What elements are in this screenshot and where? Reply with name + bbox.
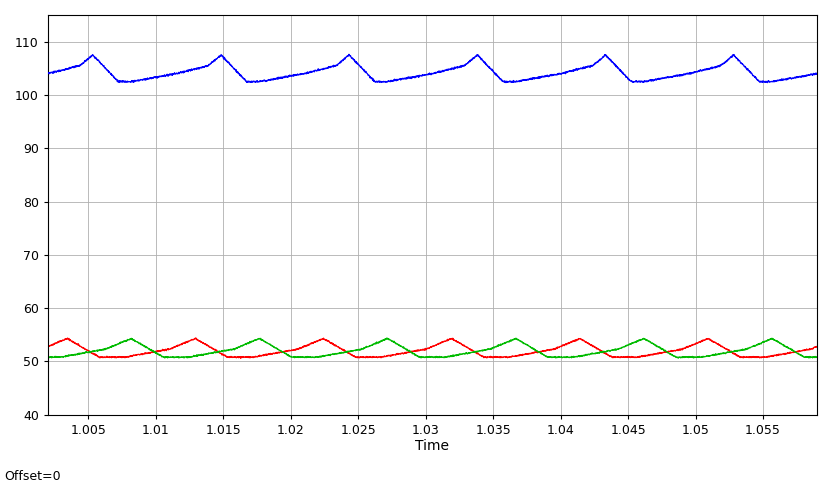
X-axis label: Time: Time <box>415 440 449 453</box>
Text: Offset=0: Offset=0 <box>4 470 61 483</box>
